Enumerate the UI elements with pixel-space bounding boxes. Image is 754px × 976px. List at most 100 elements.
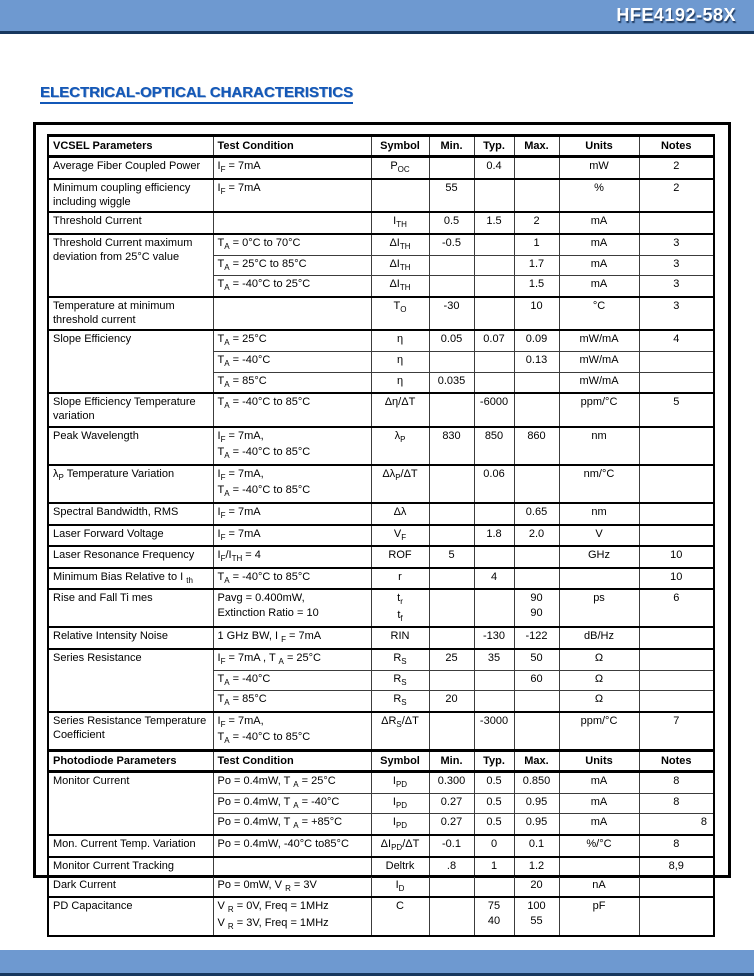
table-cell [638, 690, 715, 713]
table-cell: 0.035 [428, 371, 475, 394]
table-cell: 7 [638, 710, 715, 751]
table-cell: 90 90 [513, 588, 560, 628]
table-cell [428, 874, 475, 898]
table-cell: ΔITH [370, 275, 430, 298]
header-cell: Test Condition [212, 133, 372, 159]
table-cell: ID [370, 874, 430, 898]
table-cell: Monitor Current Tracking [47, 855, 214, 877]
table-cell [638, 350, 715, 373]
table-cell [513, 690, 560, 713]
table-cell: pF [558, 896, 640, 937]
table-cell: mA [558, 211, 640, 235]
table-cell [638, 648, 715, 671]
table-cell [473, 502, 515, 526]
table-cell: 0.95 [513, 813, 560, 836]
table-cell: 1.8 [473, 523, 515, 547]
table-cell: Minimum Bias Relative to I th [47, 566, 214, 590]
table-cell: 5 [638, 392, 715, 428]
table-cell [638, 626, 715, 650]
table-cell [473, 254, 515, 277]
table-cell: 0.5 [473, 813, 515, 836]
table-cell: 3 [638, 275, 715, 298]
table-cell: 3 [638, 295, 715, 331]
table-cell: ppm/°C [558, 392, 640, 428]
table-row: Laser Forward Voltage IF = 7mA VF 1.8 2.0 V [47, 523, 715, 547]
table-cell [513, 392, 560, 428]
table-row: λP Temperature Variation IF = 7mA, TA = -4… [47, 463, 715, 504]
table-cell: 8,9 [638, 855, 715, 877]
table-cell: Mon. Current Temp. Variation [47, 834, 214, 858]
table-cell: 0 [473, 834, 515, 858]
header-cell: Symbol [370, 748, 430, 774]
table-cell [473, 350, 515, 373]
table-cell: RIN [370, 626, 430, 650]
table-cell [428, 155, 475, 180]
table-cell: 0.05 [428, 329, 475, 352]
table-row: Po = 0.4mW, T A = -40°C IPD 0.27 0.5 0.95 mA 8 [48, 792, 715, 815]
table-cell: η [370, 371, 430, 394]
table-cell: 0.4 [473, 155, 515, 180]
table-cell: IF/ITH = 4 [212, 545, 372, 569]
table-cell [638, 896, 715, 937]
table-cell: ITH [370, 211, 430, 235]
table-cell: 0.06 [473, 463, 515, 504]
table-cell: nA [558, 874, 640, 898]
table-cell: 850 [473, 425, 515, 466]
table-cell: RS [370, 690, 430, 713]
table-cell [513, 371, 560, 394]
table-cell: Po = 0.4mW, T A = 25°C [212, 770, 372, 794]
table-cell: TA = 25°C [212, 329, 372, 352]
table-cell: IPD [370, 792, 430, 815]
table-cell [473, 233, 515, 256]
table-cell [638, 874, 715, 898]
table-cell: 10 [513, 295, 560, 331]
header-cell: Units [558, 133, 640, 159]
table-cell: 3 [638, 254, 715, 277]
table-cell [473, 588, 515, 628]
table-row: TA = 85°C RS 20 Ω [48, 690, 715, 713]
table-cell: 2.0 [513, 523, 560, 547]
table-cell: dB/Hz [558, 626, 640, 650]
table-row: TA = 25°C to 85°C ΔITH 1.7 mA 3 [48, 254, 715, 277]
table-cell: 0.27 [428, 792, 475, 815]
table-cell: 6 [638, 588, 715, 628]
table-cell: tr tf [370, 588, 430, 628]
table-cell: nm/°C [558, 463, 640, 504]
table-cell [638, 425, 715, 466]
table-cell: 0.1 [513, 834, 560, 858]
table-cell [428, 502, 475, 526]
table-cell: -6000 [473, 392, 515, 428]
table-cell: ΔλP/ΔT [370, 463, 430, 504]
table-cell: 1 GHz BW, I F = 7mA [212, 626, 372, 650]
table-cell: 2 [638, 177, 715, 213]
table-cell: 8 [638, 813, 715, 836]
table-cell: VF [370, 523, 430, 547]
table-cell: ppm/°C [558, 710, 640, 751]
top-banner: HFE4192-58X [0, 0, 754, 34]
table-cell: TA = 0°C to 70°C [212, 233, 372, 256]
table-cell: Δη/ΔT [370, 392, 430, 428]
table-cell: IF = 7mA [212, 177, 372, 213]
table-cell: IF = 7mA [212, 155, 372, 180]
table-cell [473, 177, 515, 213]
table-cell: TA = -40°C [212, 350, 372, 373]
table-cell: IF = 7mA, TA = -40°C to 85°C [212, 463, 372, 504]
table-cell: -130 [473, 626, 515, 650]
table-cell: 50 [513, 648, 560, 671]
table-row: Slope Efficiency Temperature variation TA … [47, 392, 715, 428]
table-cell [428, 350, 475, 373]
table-cell: nm [558, 502, 640, 526]
table-cell: 8 [638, 770, 715, 794]
table-cell: Relative Intensity Noise [47, 626, 214, 650]
table-cell: ΔITH [370, 254, 430, 277]
table-cell: mA [558, 233, 640, 256]
table-row: Series Resistance IF = 7mA , T A = 25°C RS… [47, 648, 715, 713]
table-cell: IF = 7mA [212, 523, 372, 547]
table-cell [428, 254, 475, 277]
table-cell [513, 566, 560, 590]
table-cell [513, 545, 560, 569]
header-cell: Test Condition [212, 748, 372, 774]
characteristics-table: VCSEL Parameters Test Condition Symbol Min.… [47, 133, 715, 937]
table-row: Slope Efficiency TA = 25°C η 0.05 0.07 0.09 mW… [47, 329, 715, 394]
table-cell [212, 211, 372, 235]
